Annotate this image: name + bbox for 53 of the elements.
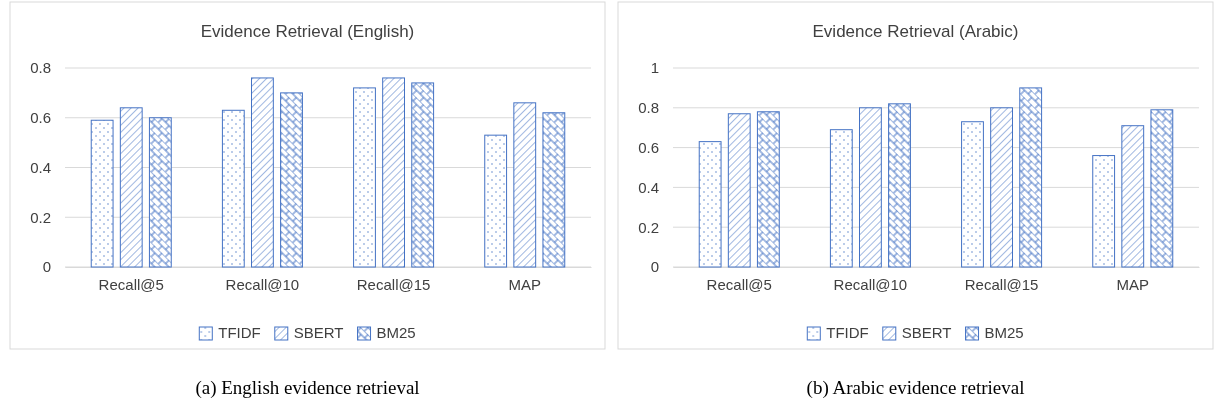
bar [756, 111, 780, 268]
y-tick-label: 0.6 [638, 138, 659, 156]
bar [1019, 87, 1043, 268]
y-tick-label: 0.4 [638, 178, 659, 196]
x-tick-label: Recall@5 [98, 275, 164, 293]
bar [1092, 155, 1116, 268]
x-tick-label: Recall@15 [356, 275, 431, 293]
y-tick-label: 0.2 [30, 208, 51, 226]
text: (b) Arabic evidence retrieval [806, 377, 1025, 399]
bar [251, 77, 274, 268]
y-tick-label: 0.8 [30, 59, 51, 77]
bar [542, 112, 566, 268]
legend-label: TFIDF [826, 324, 869, 341]
bar [1150, 109, 1174, 268]
legend-label: SBERT [293, 324, 344, 341]
legend-label: BM25 [376, 324, 416, 341]
bar [119, 107, 143, 268]
chart-title: Evidence Retrieval (English) [200, 22, 415, 41]
bar [90, 119, 114, 268]
bar [1121, 125, 1145, 268]
chart-title: Evidence Retrieval (Arabic) [812, 22, 1019, 41]
y-tick-label: 1 [650, 59, 659, 77]
bar [859, 107, 882, 268]
legend-label: BM25 [984, 324, 1024, 341]
bar [221, 109, 245, 268]
y-tick-label: 0.2 [638, 218, 659, 236]
x-tick-label: MAP [508, 275, 542, 293]
y-tick-label: 0.6 [30, 109, 51, 127]
bar [961, 121, 984, 268]
text: (a) English evidence retrieval [195, 377, 420, 399]
x-tick-label: Recall@10 [833, 275, 908, 293]
bar [411, 82, 435, 268]
bar [280, 92, 303, 268]
bar [513, 102, 537, 268]
bar [727, 113, 751, 268]
y-tick-label: 0 [42, 258, 51, 276]
y-tick-label: 0.4 [30, 158, 51, 176]
bar [148, 117, 172, 268]
bar [382, 77, 405, 268]
x-tick-label: Recall@15 [964, 275, 1039, 293]
bar [484, 134, 508, 268]
x-tick-label: Recall@5 [706, 275, 772, 293]
bar [990, 107, 1013, 268]
y-tick-label: 0 [650, 258, 659, 276]
y-tick-label: 0.8 [638, 99, 659, 117]
bar [698, 141, 722, 268]
x-tick-label: MAP [1116, 275, 1150, 293]
legend-label: SBERT [901, 324, 952, 341]
bar [829, 129, 853, 268]
legend-label: TFIDF [218, 324, 261, 341]
bar [353, 87, 376, 268]
bar [888, 103, 911, 268]
x-tick-label: Recall@10 [225, 275, 300, 293]
